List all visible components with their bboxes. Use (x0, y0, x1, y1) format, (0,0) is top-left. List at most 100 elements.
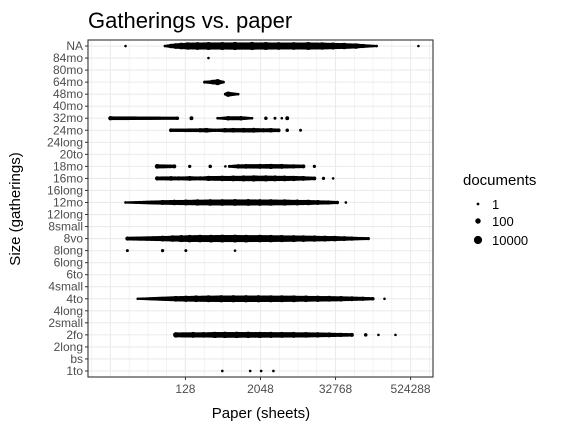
data-point (242, 295, 250, 303)
data-point (187, 175, 193, 181)
data-point (125, 236, 130, 241)
y-tick-label: 40mo (53, 99, 83, 113)
y-tick-label: 6long (54, 256, 83, 270)
data-point (225, 91, 231, 97)
x-axis-title: Paper (sheets) (212, 405, 310, 422)
data-point (210, 79, 216, 85)
data-point (124, 44, 127, 48)
x-tick-label: 128 (175, 382, 195, 396)
data-point (304, 42, 313, 51)
data-point (267, 331, 274, 338)
data-point (301, 164, 306, 169)
data-point (219, 175, 226, 182)
data-point (248, 369, 252, 373)
data-point (291, 175, 297, 182)
data-point (243, 163, 249, 169)
data-point (173, 332, 179, 338)
data-point (205, 175, 212, 182)
data-point (184, 249, 188, 253)
data-point (168, 176, 174, 181)
data-point (262, 175, 269, 182)
data-point (279, 163, 285, 169)
legend-label: 10000 (492, 233, 528, 248)
data-point (256, 331, 264, 339)
y-tick-label: 12mo (53, 195, 83, 209)
y-tick-label: 8long (54, 244, 83, 258)
data-point (267, 199, 275, 206)
data-point (242, 234, 250, 243)
data-point (326, 332, 332, 338)
data-point (188, 164, 192, 168)
data-point (172, 295, 179, 302)
y-tick-label: bs (70, 352, 83, 366)
data-point (272, 369, 275, 373)
data-point (227, 164, 231, 168)
data-point (203, 80, 207, 84)
y-tick-label: 2long (54, 340, 83, 354)
data-point (218, 41, 227, 51)
data-point (276, 128, 281, 133)
data-point (338, 332, 344, 338)
data-point (190, 331, 197, 338)
data-point (218, 199, 226, 206)
data-point (290, 331, 297, 338)
data-point (349, 236, 355, 241)
data-point (251, 127, 257, 133)
data-point (197, 176, 203, 181)
data-point (294, 199, 301, 206)
data-point (177, 42, 185, 50)
data-point (363, 333, 368, 337)
data-point (315, 200, 321, 205)
data-point (197, 128, 203, 133)
legend-key (475, 218, 481, 224)
data-point (394, 333, 397, 337)
data-point (349, 296, 355, 302)
data-point (335, 200, 340, 205)
data-point (256, 199, 264, 206)
data-point (222, 128, 228, 133)
data-point (278, 234, 286, 243)
data-point (194, 199, 201, 206)
y-tick-label: 8vo (64, 232, 84, 246)
y-tick-label: 24mo (53, 123, 83, 137)
y-tick-label: 4small (48, 280, 83, 294)
data-point (377, 333, 380, 337)
y-tick-label: 64mo (53, 75, 83, 89)
data-point (160, 249, 165, 253)
y-tick-label: 84mo (53, 51, 83, 65)
data-point (312, 164, 316, 168)
y-axis: 1tobs2long2fo2small4long4to4small6to6lon… (47, 39, 88, 378)
data-point (221, 331, 229, 339)
data-point (299, 128, 303, 132)
data-point (207, 234, 215, 243)
data-point (267, 295, 275, 303)
legend: documents 1 100 10000 (463, 172, 536, 248)
y-tick-label: 80mo (53, 63, 83, 77)
y-tick-label: 32mo (53, 111, 83, 125)
data-point (160, 199, 166, 206)
data-point (221, 80, 225, 84)
data-point (303, 331, 309, 338)
y-tick-label: NA (66, 39, 83, 53)
y-tick-label: 16long (47, 183, 83, 197)
data-point (268, 128, 274, 133)
data-point (285, 128, 289, 133)
data-point (125, 249, 129, 253)
data-point (169, 235, 177, 242)
legend-label: 1 (492, 197, 499, 212)
data-point (326, 200, 331, 205)
data-point (281, 199, 288, 206)
data-point (290, 295, 298, 303)
data-point (231, 234, 239, 243)
data-point (341, 236, 347, 242)
data-point (366, 236, 370, 241)
data-point (280, 116, 284, 120)
y-tick-label: 2small (48, 316, 83, 330)
y-tick-label: 18mo (53, 159, 83, 173)
data-point (300, 235, 307, 242)
y-tick-label: 2fo (66, 328, 83, 342)
legend-key (473, 235, 483, 245)
data-point (321, 235, 328, 242)
x-tick-label: 2048 (247, 382, 274, 396)
